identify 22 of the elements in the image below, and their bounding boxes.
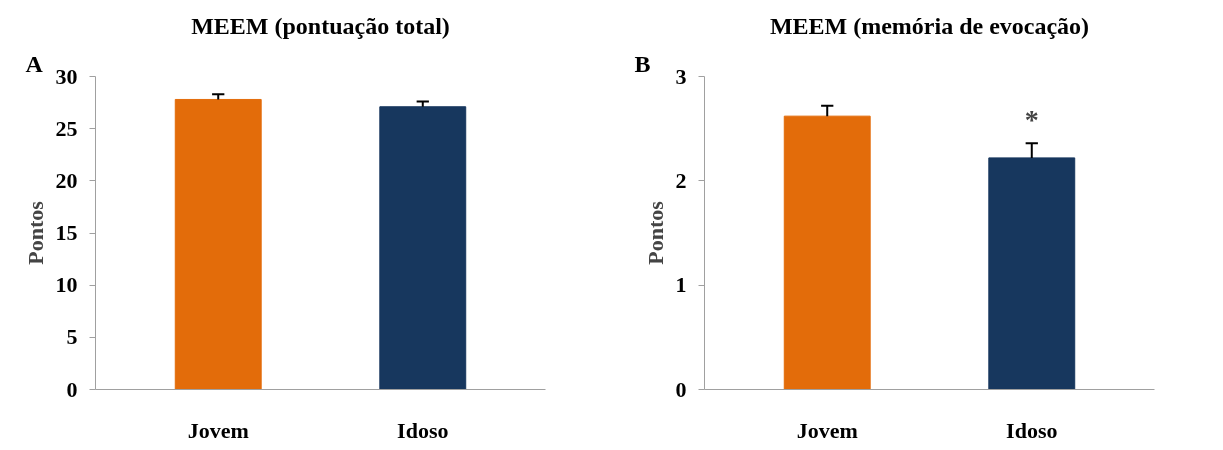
- y-tick-label: 30: [55, 63, 78, 89]
- y-tick-label: 0: [66, 376, 78, 402]
- y-tick-label: 3: [675, 63, 687, 89]
- annotation: *: [1024, 104, 1039, 136]
- x-tick-label: Idoso: [1006, 417, 1058, 443]
- text: A: [25, 50, 44, 77]
- y-tick-label: 25: [55, 115, 78, 141]
- y-axis-title: Pontos: [642, 200, 668, 265]
- y-tick-label: 10: [55, 272, 78, 298]
- chart-title: MEEM (pontuação total): [191, 12, 450, 39]
- y-axis-title: Pontos: [22, 200, 48, 265]
- y-tick-label: 20: [55, 167, 78, 193]
- x-tick-label: Jovem: [187, 417, 249, 443]
- x-tick-label: Idoso: [397, 417, 449, 443]
- y-tick-label: 15: [55, 220, 78, 245]
- y-tick-label: 1: [675, 272, 687, 298]
- text: B: [634, 50, 651, 77]
- y-tick-label: 2: [675, 167, 687, 193]
- chart-title: MEEM (memória de evocação): [769, 12, 1090, 39]
- y-tick-label: 0: [675, 376, 687, 402]
- x-tick-label: Jovem: [796, 417, 858, 443]
- y-tick-label: 5: [66, 324, 78, 350]
